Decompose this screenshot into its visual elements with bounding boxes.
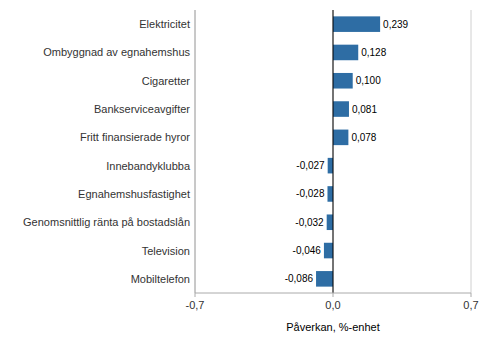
data-label: 0,078 xyxy=(351,132,376,143)
data-label: 0,081 xyxy=(352,104,377,115)
bar xyxy=(333,45,358,61)
x-tick-label: -0,7 xyxy=(186,299,205,311)
grid-line xyxy=(471,10,472,293)
category-label: Mobiltelefon xyxy=(131,273,190,285)
data-label: 0,128 xyxy=(361,47,386,58)
grid-line xyxy=(195,10,196,293)
x-tick xyxy=(195,293,196,297)
bar xyxy=(333,101,349,117)
bar xyxy=(327,186,333,202)
category-label: Cigaretter xyxy=(142,75,191,87)
bar xyxy=(333,130,348,146)
bar xyxy=(324,243,333,259)
bar xyxy=(327,214,333,230)
x-tick-label: 0,7 xyxy=(463,299,478,311)
bar xyxy=(333,16,380,32)
chart-svg: -0,086 -0,046 -0,032 -0,028 -0,027 0,078 0,081… xyxy=(0,0,491,339)
zero-line xyxy=(333,10,334,293)
data-label: 0,100 xyxy=(356,75,381,86)
chart-container: -0,086 -0,046 -0,032 -0,028 -0,027 0,078 0,081… xyxy=(0,0,491,339)
data-label: -0,046 xyxy=(293,245,322,256)
category-label: Television xyxy=(142,245,190,257)
data-label: 0,239 xyxy=(383,19,408,30)
bar xyxy=(328,158,333,174)
category-label: Bankserviceavgifter xyxy=(94,103,190,115)
category-label: Ombyggnad av egnahemshus xyxy=(43,46,190,58)
x-tick xyxy=(333,293,334,297)
category-label: Genomsnittlig ränta på bostadslån xyxy=(23,216,190,228)
data-label: -0,027 xyxy=(296,160,325,171)
bar xyxy=(333,73,353,89)
category-label: Fritt finansierade hyror xyxy=(80,131,190,143)
x-axis-label: Påverkan, %-enhet xyxy=(286,321,380,333)
category-label: Innebandyklubba xyxy=(106,160,191,172)
x-tick-label: 0,0 xyxy=(325,299,340,311)
data-label: -0,086 xyxy=(285,273,314,284)
grid-line xyxy=(333,10,334,293)
bar xyxy=(316,271,333,287)
y-axis-line xyxy=(195,10,196,293)
x-tick xyxy=(471,293,472,297)
category-label: Elektricitet xyxy=(139,18,190,30)
data-label: -0,028 xyxy=(296,188,325,199)
category-label: Egnahemshusfastighet xyxy=(78,188,190,200)
data-label: -0,032 xyxy=(295,217,324,228)
